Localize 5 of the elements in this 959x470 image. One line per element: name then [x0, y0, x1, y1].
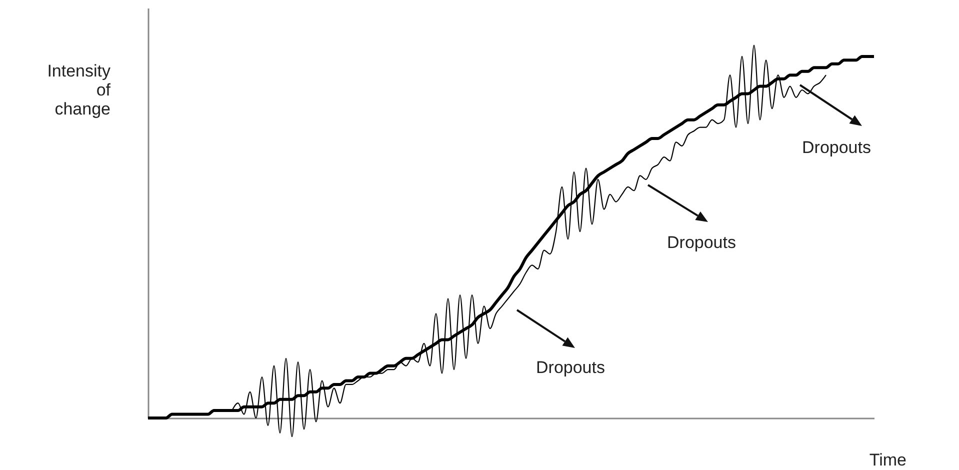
annotation: Dropouts	[536, 358, 605, 377]
x-axis-title: Time	[869, 450, 906, 470]
annotation: Dropouts	[802, 138, 871, 157]
y-axis-title: Intensity of change	[47, 62, 111, 118]
annotation: Dropouts	[667, 233, 736, 252]
